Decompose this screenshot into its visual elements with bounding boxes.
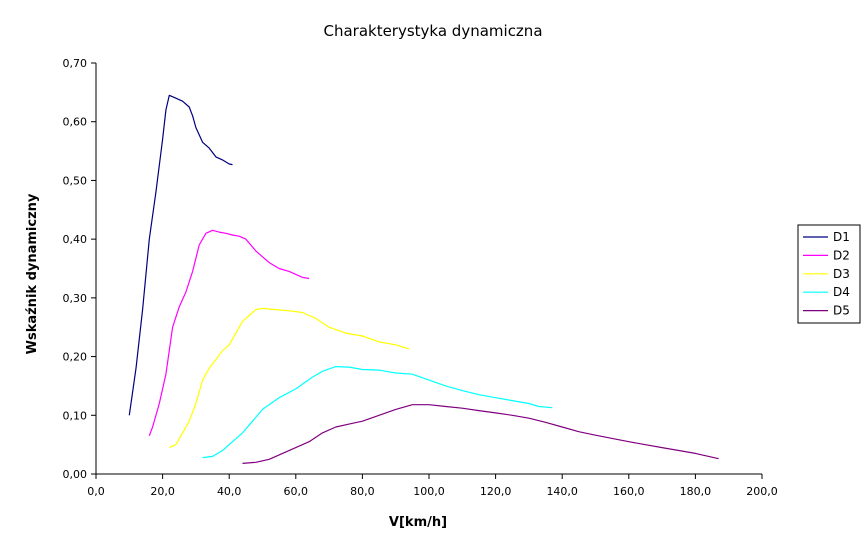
x-tick-label: 160,0 (613, 485, 645, 498)
series-line-d5 (242, 404, 719, 464)
x-tick-label: 20,0 (150, 485, 175, 498)
y-tick-label: 0,40 (63, 233, 88, 246)
series-line-d2 (148, 229, 310, 437)
y-tick-label: 0,70 (63, 57, 88, 70)
series-line-d3 (169, 307, 410, 449)
y-tick-label: 0,30 (63, 292, 88, 305)
series-line-d4 (202, 366, 553, 459)
legend-label-d4: D4 (833, 285, 850, 299)
legend-label-d5: D5 (833, 304, 850, 318)
legend: D1 D2 D3 D4 D5 (797, 224, 861, 324)
chart-title: Charakterystyka dynamiczna (323, 22, 542, 40)
x-tick-label: 40,0 (217, 485, 242, 498)
y-tick-label: 0,50 (63, 174, 88, 187)
x-axis-label: V[km/h] (389, 515, 447, 530)
x-tick-label: 180,0 (680, 485, 712, 498)
x-tick-label: 80,0 (350, 485, 375, 498)
legend-label-d1: D1 (833, 230, 850, 244)
legend-label-d2: D2 (833, 248, 850, 262)
x-tick-label: 100,0 (413, 485, 445, 498)
x-tick-label: 120,0 (480, 485, 512, 498)
y-tick-label: 0,20 (63, 351, 88, 364)
series-line-d1 (128, 94, 233, 416)
x-tick-label: 60,0 (284, 485, 309, 498)
y-tick-label: 0,10 (63, 409, 88, 422)
series-group (128, 94, 719, 464)
axes: 0,0 20,0 40,0 60,0 80,0 100,0 120,0 140,0 160,0 1… (63, 57, 778, 498)
y-axis-label: Wskaźnik dynamiczny (25, 193, 40, 354)
y-tick-label: 0,00 (63, 468, 88, 481)
x-tick-label: 0,0 (87, 485, 105, 498)
x-tick-label: 140,0 (546, 485, 578, 498)
x-tick-label: 200,0 (746, 485, 778, 498)
y-tick-label: 0,60 (63, 116, 88, 129)
legend-label-d3: D3 (833, 267, 850, 281)
